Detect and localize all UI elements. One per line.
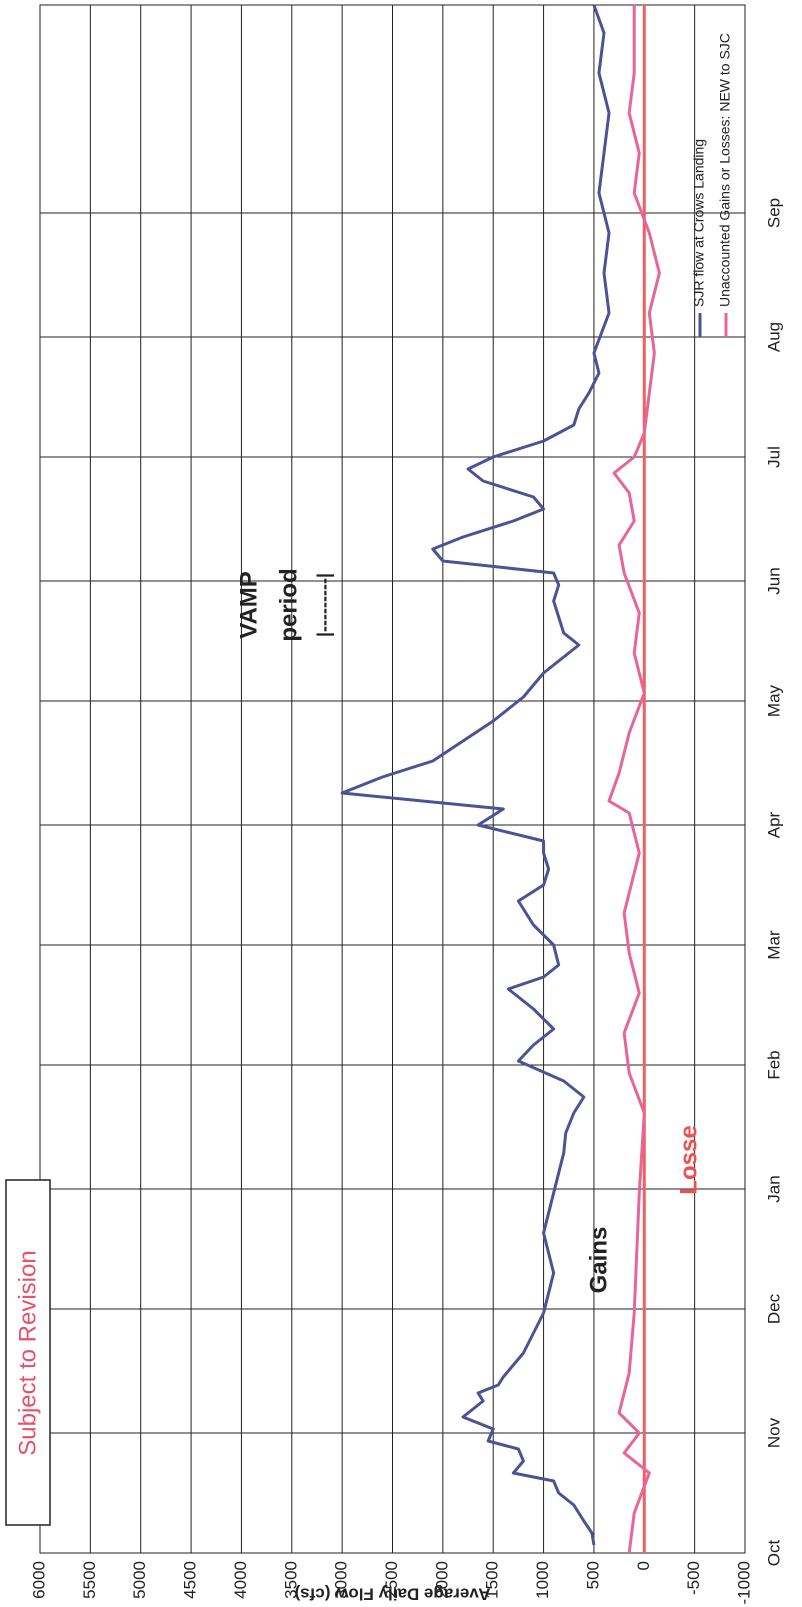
rotated-plot: -1000 -500 0 500 1000 1500 2000 2500 3000 3500 400… [5,4,783,1604]
annotation: Gains [585,1227,612,1294]
y-tick-label: 1500 [483,1561,502,1599]
revision-box [5,1179,51,1526]
annotation: Losse [675,1125,702,1194]
x-tick-label: Feb [764,1050,783,1079]
x-tick-label: Jul [764,446,783,468]
annotation: period [275,568,302,641]
y-tick-label: 2000 [432,1561,451,1599]
y-tick-label: 4500 [181,1561,200,1599]
y-tick-label: 6000 [29,1561,48,1599]
y-tick-label: 2500 [382,1561,401,1599]
y-tick-label: -1000 [734,1561,753,1604]
x-tick-label: Mar [764,930,783,960]
y-tick-label: 4000 [231,1561,250,1599]
x-tick-label: Jan [764,1175,783,1202]
y-tick-label: 500 [583,1561,602,1589]
y-tick-label: -500 [684,1561,703,1595]
legend-label: Unaccounted Gains or Losses: NEW to SJC [717,33,733,307]
y-tick-label: 5500 [80,1561,99,1599]
x-tick-label: Dec [764,1293,783,1324]
y-axis-title: Average Daily Flow (cfs) [295,1585,491,1604]
annotation: VAMP [235,571,262,639]
legend-label: SJR flow at Crows Landing [691,139,707,307]
x-tick-label: Oct [764,1540,783,1567]
series-line [340,4,611,1546]
x-tick-label: Nov [764,1417,783,1448]
y-tick-label: 1000 [533,1561,552,1599]
series-line [607,5,661,1554]
y-tick-label: 5000 [130,1561,149,1599]
x-tick-label: Jun [764,567,783,594]
y-tick-label: 3500 [281,1561,300,1599]
x-tick-label: Sep [764,198,783,228]
x-tick-label: Apr [764,811,783,838]
y-tick-label: 0 [634,1561,653,1570]
y-tick-label: 3000 [332,1561,351,1599]
revision-label: Subject to Revision [14,1250,41,1455]
annotation: |---------| [314,573,334,637]
x-tick-label: Aug [764,322,783,352]
x-tick-label: May [764,684,783,717]
